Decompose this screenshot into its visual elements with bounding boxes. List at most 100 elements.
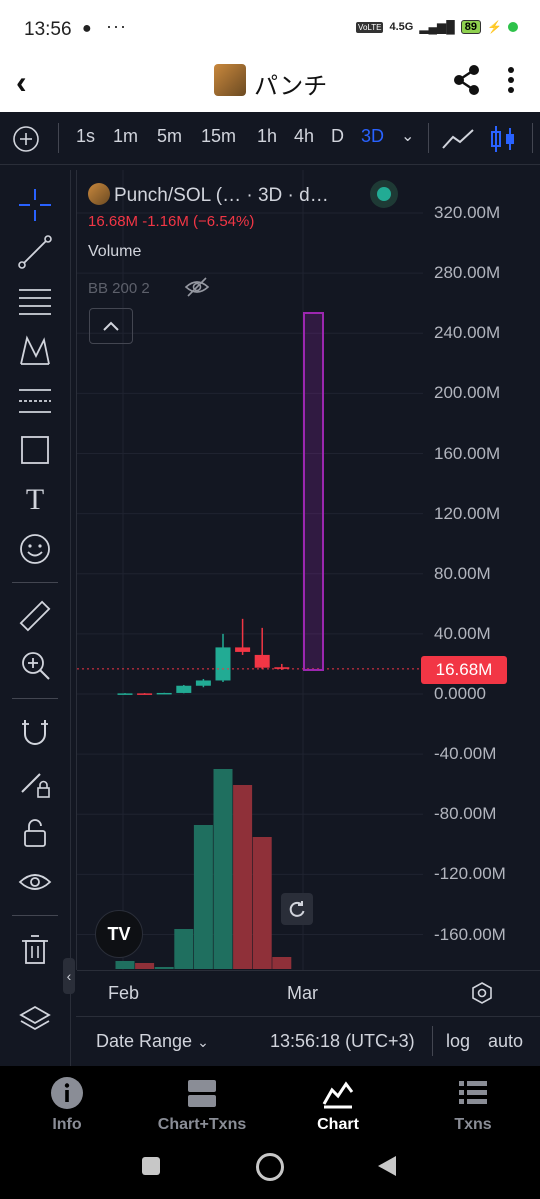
- battery-level: 89: [460, 20, 482, 34]
- refresh-icon: [289, 901, 305, 917]
- log-scale-button[interactable]: log: [446, 1031, 471, 1051]
- reset-chart-button[interactable]: [281, 893, 313, 925]
- rectangle-icon[interactable]: [17, 432, 53, 468]
- ruler-icon[interactable]: [17, 598, 53, 634]
- nav-chart-txns-label: Chart+Txns: [157, 1116, 247, 1133]
- y-tick-label: 120.00M: [434, 503, 501, 523]
- nav-info[interactable]: Info: [17, 1076, 117, 1133]
- x-label-mar: Mar: [287, 983, 318, 1003]
- more-vert-icon[interactable]: [506, 66, 516, 96]
- date-range-button[interactable]: Date Range ⌄: [96, 1031, 209, 1052]
- nav-txns-label: Txns: [454, 1116, 492, 1133]
- market-status-icon[interactable]: [370, 180, 398, 208]
- trend-line-icon[interactable]: [17, 234, 53, 270]
- chevron-down-icon[interactable]: ⌄: [401, 128, 415, 145]
- chart-canvas[interactable]: [77, 170, 540, 970]
- more-notifications-icon: ···: [106, 16, 127, 36]
- y-tick-label: 80.00M: [434, 563, 491, 583]
- bb-indicator-legend[interactable]: BB 200 2: [88, 277, 210, 297]
- price-change: 16.68M -1.16M (−6.54%): [88, 213, 255, 230]
- recents-icon[interactable]: [142, 1157, 160, 1175]
- status-bar: 13:56 ● ··· VoLTE 4.5G ▂▄▆█ 89 ⚡: [0, 0, 540, 60]
- candle-body: [235, 647, 251, 652]
- interval-3d[interactable]: 3D: [361, 126, 385, 146]
- eye-hidden-icon[interactable]: [184, 276, 210, 298]
- tradingview-logo[interactable]: TV: [95, 910, 143, 958]
- layers-icon[interactable]: [17, 1002, 53, 1038]
- chevron-up-icon: [103, 321, 119, 331]
- nav-chart[interactable]: Chart: [288, 1076, 388, 1133]
- home-icon[interactable]: [256, 1153, 284, 1181]
- charging-icon: ⚡: [487, 20, 502, 34]
- y-tick-label: 240.00M: [434, 323, 501, 343]
- back-icon[interactable]: [376, 1154, 398, 1178]
- y-tick-label: 200.00M: [434, 383, 501, 403]
- magnet-icon[interactable]: [17, 715, 53, 751]
- fib-lines-icon[interactable]: [17, 283, 53, 319]
- back-arrow-icon[interactable]: ‹: [16, 64, 27, 100]
- lock-drawing-icon[interactable]: [17, 765, 53, 801]
- volte-icon: VoLTE: [356, 21, 384, 33]
- y-tick-label: -40.00M: [434, 744, 497, 764]
- candle-body: [137, 693, 153, 695]
- nav-chart-txns[interactable]: Chart+Txns: [152, 1076, 252, 1133]
- text-tool-icon[interactable]: T: [25, 483, 45, 516]
- nav-txns[interactable]: Txns: [423, 1076, 523, 1133]
- signal-icon: ▂▄▆█: [419, 20, 455, 34]
- auto-scale-button[interactable]: auto: [488, 1031, 524, 1051]
- chat-bubble-icon: ●: [82, 20, 92, 37]
- network-type: 4.5G: [389, 21, 414, 33]
- add-symbol-icon[interactable]: [12, 125, 40, 153]
- volume-bar: [135, 963, 155, 969]
- smiley-icon[interactable]: [17, 531, 53, 567]
- candles-icon[interactable]: [488, 124, 518, 154]
- symbol-legend[interactable]: Punch/SOL (… · 3D · d…: [88, 183, 329, 207]
- nav-chart-label: Chart: [317, 1116, 359, 1133]
- interval-15m[interactable]: 15m: [201, 126, 237, 146]
- unlock-icon[interactable]: [17, 815, 53, 851]
- share-icon[interactable]: [452, 64, 482, 96]
- date-range-label: Date Range: [96, 1031, 193, 1051]
- chart-icon: [322, 1081, 354, 1109]
- list-icon: [459, 1081, 487, 1104]
- eye-icon[interactable]: [17, 864, 53, 900]
- y-tick-label: -120.00M: [434, 864, 506, 884]
- candle-body: [215, 647, 231, 681]
- collapse-toolbar-icon[interactable]: ‹: [63, 958, 75, 994]
- chart-txns-icon: [188, 1080, 216, 1107]
- pattern-icon[interactable]: [17, 333, 53, 369]
- chevron-down-icon: ⌄: [197, 1034, 209, 1050]
- interval-1m[interactable]: 1m: [113, 126, 139, 146]
- volume-bar: [252, 837, 272, 969]
- interval-1s[interactable]: 1s: [76, 126, 96, 146]
- interval-1h[interactable]: 1h: [257, 126, 278, 146]
- symbol-line: Punch/SOL (… · 3D · d…: [114, 185, 329, 206]
- status-time: 13:56: [24, 19, 72, 40]
- volume-legend[interactable]: Volume: [88, 243, 142, 260]
- candle-body: [117, 693, 133, 695]
- prediction-icon[interactable]: [17, 383, 53, 419]
- token-logo: [88, 183, 110, 205]
- volume-bar: [233, 785, 253, 969]
- interval-d[interactable]: D: [331, 126, 344, 146]
- line-chart-icon[interactable]: [442, 128, 474, 150]
- info-icon: [51, 1077, 83, 1109]
- settings-icon[interactable]: [470, 981, 494, 1005]
- candle-body: [254, 654, 270, 668]
- y-tick-label: -160.00M: [434, 924, 506, 944]
- y-tick-label: 40.00M: [434, 623, 491, 643]
- page-title: パンチ: [254, 73, 328, 100]
- crosshair-icon[interactable]: [17, 187, 53, 223]
- chart-panel[interactable]: [76, 170, 540, 970]
- collapse-legend-button[interactable]: [89, 308, 133, 344]
- interval-4h[interactable]: 4h: [294, 126, 315, 146]
- x-label-feb: Feb: [108, 983, 140, 1003]
- zoom-in-icon[interactable]: [17, 647, 53, 683]
- token-avatar: [214, 64, 246, 96]
- last-price-tag: 16.68M: [421, 656, 507, 684]
- time-axis[interactable]: [77, 970, 540, 1017]
- clock-timezone[interactable]: 13:56:18 (UTC+3): [270, 1031, 415, 1051]
- interval-5m[interactable]: 5m: [157, 126, 183, 146]
- volume-bar: [272, 957, 292, 969]
- trash-icon[interactable]: [17, 931, 53, 967]
